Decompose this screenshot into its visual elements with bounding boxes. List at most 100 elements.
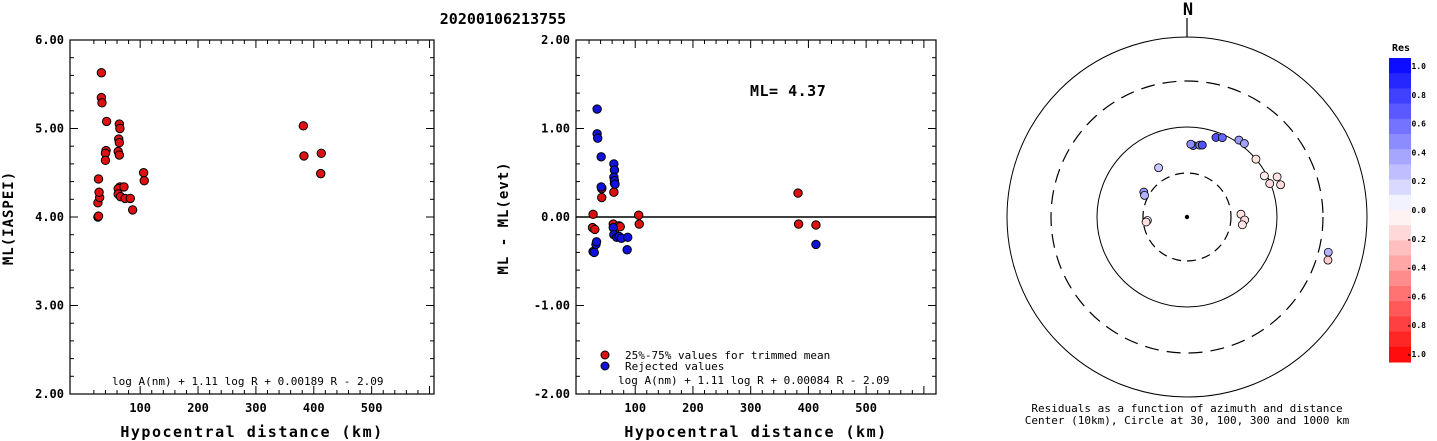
- x-tick-label: 200: [682, 401, 704, 415]
- middle-point-series0: [597, 192, 607, 203]
- y-tick-label: 3.00: [35, 299, 64, 313]
- middle-point-series1: [592, 104, 602, 114]
- colorbar-swatch: [1389, 134, 1411, 150]
- colorbar-swatch: [1389, 210, 1411, 226]
- legend-rejected-marker: [600, 361, 610, 371]
- left-point-series0: [96, 68, 107, 78]
- azimuth-point: [1186, 139, 1196, 149]
- colorbar-swatch: [1389, 103, 1411, 120]
- middle-point-series1: [589, 247, 599, 258]
- colorbar-swatch: [1389, 331, 1411, 348]
- azimuth-point: [1259, 171, 1269, 181]
- colorbar-swatch: [1389, 179, 1411, 196]
- left-point-series0: [298, 121, 309, 131]
- colorbar-swatch: [1389, 164, 1411, 181]
- left-point-series0: [115, 123, 125, 134]
- legend-trimmed-label: 25%-75% values for trimmed mean: [625, 349, 830, 362]
- north-label: N: [1183, 0, 1193, 20]
- azimuth-panel: N Residuals as a function of azimuth and…: [1006, 0, 1368, 427]
- middle-axis-ticks: 100 200 300 400 500 -2.00 -1.00 0.00 1.00 2.00: [534, 33, 936, 415]
- y-tick-label: 2.00: [541, 33, 570, 47]
- middle-point-series1: [811, 239, 821, 250]
- colorbar-swatch: [1389, 225, 1411, 241]
- colorbar-swatch: [1389, 58, 1411, 74]
- middle-data-points: [587, 104, 821, 258]
- azimuth-caption-line2: Center (10km), Circle at 30, 100, 300 an…: [1025, 414, 1350, 427]
- colorbar-tick-label: -0.2: [1407, 235, 1426, 244]
- azimuth-data-points: [1139, 133, 1333, 265]
- left-point-series0: [93, 174, 104, 184]
- colorbar-tick-label: -0.4: [1407, 264, 1426, 273]
- middle-point-series1: [591, 237, 602, 247]
- left-panel: 100 200 300 400 500 2.00 3.00 4.00 5.00 6.00 Hypo…: [1, 33, 435, 441]
- left-point-series0: [138, 168, 149, 178]
- left-point-series0: [316, 168, 326, 179]
- left-point-series0: [125, 193, 136, 204]
- residual-colorbar: Res 1.0 0.8 0.6 0.4 0.2 0.0 -0.2 -0.4 -0.6 -0.8 -1…: [1389, 43, 1426, 363]
- y-tick-label: -1.00: [534, 299, 570, 313]
- colorbar-swatch: [1389, 73, 1411, 89]
- left-point-series0: [101, 116, 112, 127]
- azimuth-point: [1140, 190, 1149, 200]
- colorbar-swatch: [1389, 270, 1411, 287]
- colorbar-tick-labels: 1.0 0.8 0.6 0.4 0.2 0.0 -0.2 -0.4 -0.6 -0.8 -1.0: [1407, 62, 1426, 359]
- azimuth-point: [1154, 163, 1163, 173]
- middle-point-series0: [590, 224, 600, 235]
- x-tick-label: 100: [624, 401, 646, 415]
- azimuth-point: [1276, 180, 1286, 190]
- azimuth-caption-line1: Residuals as a function of azimuth and d…: [1031, 402, 1342, 415]
- azimuth-point: [1141, 217, 1151, 227]
- azimuth-point: [1237, 220, 1247, 230]
- left-point-series0: [127, 205, 138, 215]
- colorbar-swatch: [1389, 194, 1411, 211]
- colorbar-swatch: [1389, 118, 1411, 135]
- azimuth-point: [1251, 154, 1261, 164]
- colorbar-title: Res: [1392, 43, 1410, 54]
- colorbar-swatches: [1389, 58, 1411, 363]
- colorbar-tick-label: -0.6: [1407, 292, 1426, 301]
- ring-300km: [1050, 80, 1324, 354]
- legend-rejected-label: Rejected values: [625, 360, 724, 373]
- y-tick-label: 6.00: [35, 33, 64, 47]
- middle-point-series0: [633, 210, 644, 220]
- middle-point-series0: [588, 209, 598, 220]
- x-tick-label: 300: [740, 401, 762, 415]
- azimuth-point: [1239, 139, 1249, 148]
- colorbar-swatch: [1389, 316, 1411, 333]
- x-tick-label: 300: [245, 401, 267, 415]
- colorbar-tick-label: 0.0: [1412, 206, 1427, 215]
- azimuth-point: [1217, 133, 1227, 143]
- colorbar-swatch: [1389, 240, 1411, 257]
- ring-100km: [1096, 126, 1278, 308]
- left-point-series0: [139, 176, 149, 186]
- middle-point-series1: [596, 152, 606, 162]
- figure-title: 20200106213755: [440, 10, 566, 28]
- x-tick-label: 500: [855, 401, 877, 415]
- colorbar-swatch: [1389, 286, 1411, 302]
- colorbar-tick-label: 0.8: [1412, 91, 1427, 100]
- y-tick-label: -2.00: [534, 387, 570, 401]
- y-tick-label: 4.00: [35, 210, 64, 224]
- colorbar-swatch: [1389, 301, 1411, 317]
- colorbar-tick-label: -0.8: [1407, 321, 1426, 330]
- left-point-series0: [100, 155, 111, 166]
- x-tick-label: 400: [798, 401, 820, 415]
- middle-point-series1: [623, 232, 633, 243]
- left-point-series0: [93, 211, 104, 221]
- y-tick-label: 0.00: [541, 210, 570, 224]
- azimuth-point: [1265, 179, 1275, 188]
- middle-y-axis-label: ML - ML(evt): [496, 161, 512, 274]
- left-point-series0: [119, 182, 129, 192]
- middle-panel: 100 200 300 400 500 -2.00 -1.00 0.00 1.00 2.00 Hy…: [496, 33, 937, 441]
- left-formula: log A(nm) + 1.11 log R + 0.00189 R - 2.0…: [112, 375, 384, 388]
- colorbar-swatch: [1389, 149, 1411, 165]
- y-tick-label: 1.00: [541, 122, 570, 136]
- ring-30km: [1142, 172, 1232, 262]
- middle-point-series1: [596, 182, 606, 192]
- left-plot-frame: [69, 39, 435, 395]
- azimuth-point: [1323, 255, 1333, 265]
- colorbar-swatch: [1389, 346, 1411, 363]
- left-axis-ticks: 100 200 300 400 500 2.00 3.00 4.00 5.00 6.00: [35, 33, 434, 415]
- ml-annotation: ML= 4.37: [750, 82, 826, 100]
